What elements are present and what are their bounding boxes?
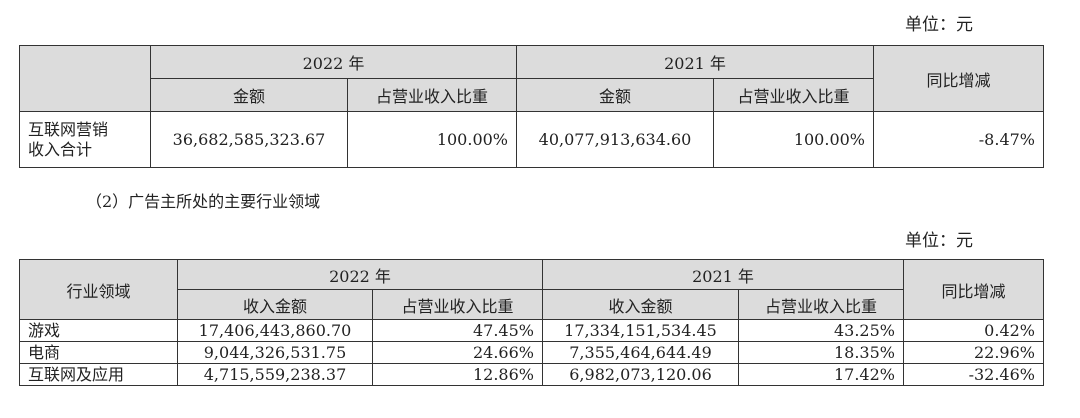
ratio-2021-cell: 18.35% bbox=[738, 341, 904, 364]
yoy-cell: -32.46% bbox=[903, 363, 1044, 386]
row-label-line1: 互联网营销 bbox=[28, 119, 109, 139]
row-label: 互联网营销 收入合计 bbox=[19, 111, 151, 168]
table-row: 游戏 17,406,443,860.70 47.45% 17,334,151,5… bbox=[19, 319, 1044, 342]
amount-2021-cell: 40,077,913,634.60 bbox=[516, 111, 714, 168]
header-ratio-2021: 占营业收入比重 bbox=[738, 289, 904, 320]
ratio-2022-cell: 24.66% bbox=[372, 341, 543, 364]
amount-2022-cell: 17,406,443,860.70 bbox=[177, 319, 373, 342]
ratio-2022-cell: 47.45% bbox=[372, 319, 543, 342]
ratio-2021-cell: 17.42% bbox=[738, 363, 904, 386]
amount-2021-cell: 6,982,073,120.06 bbox=[542, 363, 739, 386]
amount-2022-cell: 9,044,326,531.75 bbox=[177, 341, 373, 364]
amount-2021-cell: 17,334,151,534.45 bbox=[542, 319, 739, 342]
row-label-line2: 收入合计 bbox=[28, 139, 93, 159]
industry-cell: 游戏 bbox=[19, 319, 178, 342]
header-amount-2021: 金额 bbox=[516, 78, 714, 112]
header-yoy: 同比增减 bbox=[903, 259, 1044, 320]
ratio-2022-cell: 12.86% bbox=[372, 363, 543, 386]
industry-cell: 互联网及应用 bbox=[19, 363, 178, 386]
table-row: 电商 9,044,326,531.75 24.66% 7,355,464,644… bbox=[19, 341, 1044, 364]
section-caption: （2）广告主所处的主要行业领域 bbox=[86, 192, 321, 211]
yoy-cell: -8.47% bbox=[873, 111, 1044, 168]
header-blank-cell bbox=[19, 45, 151, 112]
industry-revenue-table: 行业领域 2022 年 2021 年 同比增减 收入金额 占营业收入比重 收入金… bbox=[19, 259, 1044, 386]
yoy-cell: 22.96% bbox=[903, 341, 1044, 364]
ratio-2021-cell: 100.00% bbox=[713, 111, 874, 168]
marketing-revenue-table: 2022 年 2021 年 同比增减 金额 占营业收入比重 金额 占营业收入比重… bbox=[19, 45, 1044, 168]
table-row: 互联网营销 收入合计 36,682,585,323.67 100.00% 40,… bbox=[19, 111, 1044, 168]
header-yoy: 同比增减 bbox=[873, 45, 1044, 112]
amount-2022-cell: 4,715,559,238.37 bbox=[177, 363, 373, 386]
header-amount-2022: 金额 bbox=[150, 78, 348, 112]
ratio-2022-cell: 100.00% bbox=[347, 111, 517, 168]
header-ratio-2022: 占营业收入比重 bbox=[347, 78, 517, 112]
header-year-2021: 2021 年 bbox=[542, 259, 904, 290]
header-year-2021: 2021 年 bbox=[516, 45, 874, 79]
header-ratio-2021: 占营业收入比重 bbox=[713, 78, 874, 112]
yoy-cell: 0.42% bbox=[903, 319, 1044, 342]
header-amount-2022: 收入金额 bbox=[177, 289, 373, 320]
header-year-2022: 2022 年 bbox=[177, 259, 543, 290]
header-amount-2021: 收入金额 bbox=[542, 289, 739, 320]
amount-2022-cell: 36,682,585,323.67 bbox=[150, 111, 348, 168]
industry-cell: 电商 bbox=[19, 341, 178, 364]
header-ratio-2022: 占营业收入比重 bbox=[372, 289, 543, 320]
header-year-2022: 2022 年 bbox=[150, 45, 517, 79]
table-row: 互联网及应用 4,715,559,238.37 12.86% 6,982,073… bbox=[19, 363, 1044, 386]
unit-label-2: 单位：元 bbox=[905, 231, 973, 251]
unit-label-1: 单位：元 bbox=[905, 15, 973, 35]
header-industry: 行业领域 bbox=[19, 259, 178, 320]
amount-2021-cell: 7,355,464,644.49 bbox=[542, 341, 739, 364]
ratio-2021-cell: 43.25% bbox=[738, 319, 904, 342]
